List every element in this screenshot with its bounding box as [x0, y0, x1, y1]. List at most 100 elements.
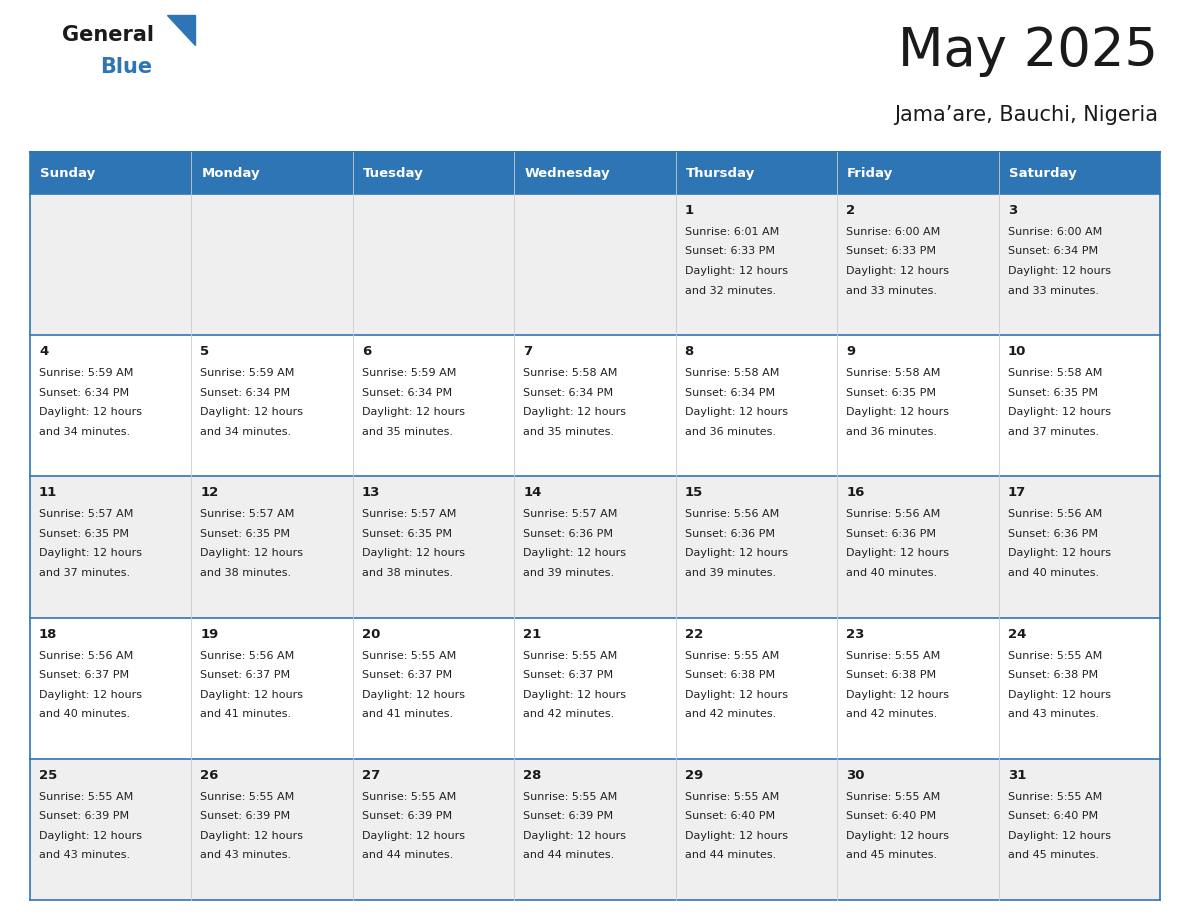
Bar [30, 759, 1159, 900]
Text: 2: 2 [846, 204, 855, 217]
Text: Sunset: 6:34 PM: Sunset: 6:34 PM [39, 387, 129, 397]
Bar [30, 194, 1159, 335]
Text: Sunrise: 5:59 AM: Sunrise: 5:59 AM [39, 368, 133, 378]
Bar [30, 476, 1159, 618]
Text: Sunset: 6:38 PM: Sunset: 6:38 PM [684, 670, 775, 680]
Text: Daylight: 12 hours: Daylight: 12 hours [201, 548, 303, 558]
Text: Sunset: 6:37 PM: Sunset: 6:37 PM [362, 670, 451, 680]
Text: and 38 minutes.: and 38 minutes. [362, 568, 453, 578]
Text: 20: 20 [362, 628, 380, 641]
Text: Sunset: 6:35 PM: Sunset: 6:35 PM [201, 529, 290, 539]
Text: Daylight: 12 hours: Daylight: 12 hours [201, 689, 303, 700]
Text: and 37 minutes.: and 37 minutes. [1007, 427, 1099, 437]
Text: Daylight: 12 hours: Daylight: 12 hours [684, 831, 788, 841]
Text: and 45 minutes.: and 45 minutes. [1007, 850, 1099, 860]
Text: Blue: Blue [100, 57, 152, 77]
Text: Daylight: 12 hours: Daylight: 12 hours [362, 408, 465, 417]
Text: Sunset: 6:34 PM: Sunset: 6:34 PM [362, 387, 451, 397]
Text: 31: 31 [1007, 768, 1026, 782]
Text: and 37 minutes.: and 37 minutes. [39, 568, 131, 578]
Text: Sunset: 6:39 PM: Sunset: 6:39 PM [201, 812, 291, 822]
Text: Sunrise: 5:55 AM: Sunrise: 5:55 AM [523, 651, 618, 661]
Text: Daylight: 12 hours: Daylight: 12 hours [201, 831, 303, 841]
Text: 11: 11 [39, 487, 57, 499]
Text: 9: 9 [846, 345, 855, 358]
Text: and 32 minutes.: and 32 minutes. [684, 285, 776, 296]
Text: Daylight: 12 hours: Daylight: 12 hours [684, 548, 788, 558]
Text: and 35 minutes.: and 35 minutes. [523, 427, 614, 437]
Text: May 2025: May 2025 [898, 25, 1158, 77]
Text: and 39 minutes.: and 39 minutes. [684, 568, 776, 578]
Text: Sunday: Sunday [40, 166, 95, 180]
Text: 27: 27 [362, 768, 380, 782]
Text: Sunset: 6:33 PM: Sunset: 6:33 PM [846, 247, 936, 256]
Text: Sunrise: 5:55 AM: Sunrise: 5:55 AM [684, 792, 779, 801]
Text: Daylight: 12 hours: Daylight: 12 hours [1007, 548, 1111, 558]
Text: Sunrise: 6:00 AM: Sunrise: 6:00 AM [1007, 227, 1101, 237]
Text: 6: 6 [362, 345, 371, 358]
Text: Sunset: 6:40 PM: Sunset: 6:40 PM [846, 812, 936, 822]
Text: and 43 minutes.: and 43 minutes. [39, 850, 131, 860]
Text: 1: 1 [684, 204, 694, 217]
Text: and 41 minutes.: and 41 minutes. [201, 709, 291, 719]
Text: and 44 minutes.: and 44 minutes. [523, 850, 614, 860]
Text: Daylight: 12 hours: Daylight: 12 hours [39, 408, 143, 417]
Text: Sunrise: 5:55 AM: Sunrise: 5:55 AM [523, 792, 618, 801]
Text: and 36 minutes.: and 36 minutes. [684, 427, 776, 437]
Text: Sunrise: 5:55 AM: Sunrise: 5:55 AM [1007, 651, 1101, 661]
Text: Daylight: 12 hours: Daylight: 12 hours [684, 266, 788, 276]
Text: and 44 minutes.: and 44 minutes. [362, 850, 453, 860]
Text: Daylight: 12 hours: Daylight: 12 hours [846, 548, 949, 558]
Text: Sunrise: 6:01 AM: Sunrise: 6:01 AM [684, 227, 779, 237]
Text: Sunrise: 5:55 AM: Sunrise: 5:55 AM [846, 792, 941, 801]
Text: Sunset: 6:39 PM: Sunset: 6:39 PM [39, 812, 129, 822]
Text: 23: 23 [846, 628, 865, 641]
Text: Sunset: 6:37 PM: Sunset: 6:37 PM [201, 670, 291, 680]
Text: Daylight: 12 hours: Daylight: 12 hours [523, 689, 626, 700]
Text: and 34 minutes.: and 34 minutes. [201, 427, 291, 437]
Text: 16: 16 [846, 487, 865, 499]
Text: 3: 3 [1007, 204, 1017, 217]
Text: Daylight: 12 hours: Daylight: 12 hours [523, 408, 626, 417]
Text: Daylight: 12 hours: Daylight: 12 hours [39, 831, 143, 841]
Text: Sunrise: 5:58 AM: Sunrise: 5:58 AM [846, 368, 941, 378]
Text: and 40 minutes.: and 40 minutes. [1007, 568, 1099, 578]
Text: Sunset: 6:33 PM: Sunset: 6:33 PM [684, 247, 775, 256]
Text: and 34 minutes.: and 34 minutes. [39, 427, 131, 437]
Text: Sunrise: 5:58 AM: Sunrise: 5:58 AM [523, 368, 618, 378]
Text: 10: 10 [1007, 345, 1026, 358]
Text: Daylight: 12 hours: Daylight: 12 hours [1007, 831, 1111, 841]
Text: Daylight: 12 hours: Daylight: 12 hours [362, 831, 465, 841]
Text: Sunrise: 5:56 AM: Sunrise: 5:56 AM [1007, 509, 1101, 520]
Text: Daylight: 12 hours: Daylight: 12 hours [684, 689, 788, 700]
Text: Sunset: 6:37 PM: Sunset: 6:37 PM [39, 670, 129, 680]
Text: Sunset: 6:36 PM: Sunset: 6:36 PM [846, 529, 936, 539]
Text: Sunrise: 5:56 AM: Sunrise: 5:56 AM [684, 509, 779, 520]
Text: Sunrise: 5:57 AM: Sunrise: 5:57 AM [362, 509, 456, 520]
Text: Daylight: 12 hours: Daylight: 12 hours [846, 266, 949, 276]
Text: 24: 24 [1007, 628, 1026, 641]
Text: Jama’are, Bauchi, Nigeria: Jama’are, Bauchi, Nigeria [895, 105, 1158, 125]
Text: Sunrise: 5:57 AM: Sunrise: 5:57 AM [523, 509, 618, 520]
Text: Sunset: 6:35 PM: Sunset: 6:35 PM [1007, 387, 1098, 397]
Bar [30, 618, 1159, 759]
Text: Tuesday: Tuesday [362, 166, 424, 180]
Text: Sunset: 6:40 PM: Sunset: 6:40 PM [1007, 812, 1098, 822]
Text: and 33 minutes.: and 33 minutes. [1007, 285, 1099, 296]
Text: Sunrise: 5:58 AM: Sunrise: 5:58 AM [684, 368, 779, 378]
Text: 14: 14 [523, 487, 542, 499]
Text: Sunset: 6:35 PM: Sunset: 6:35 PM [39, 529, 129, 539]
Text: Sunset: 6:36 PM: Sunset: 6:36 PM [523, 529, 613, 539]
Text: and 38 minutes.: and 38 minutes. [201, 568, 291, 578]
Text: Sunrise: 5:55 AM: Sunrise: 5:55 AM [39, 792, 133, 801]
Text: and 42 minutes.: and 42 minutes. [684, 709, 776, 719]
Text: 29: 29 [684, 768, 703, 782]
Text: and 45 minutes.: and 45 minutes. [846, 850, 937, 860]
Text: Sunset: 6:35 PM: Sunset: 6:35 PM [362, 529, 451, 539]
Text: 21: 21 [523, 628, 542, 641]
Text: 18: 18 [39, 628, 57, 641]
Text: Friday: Friday [847, 166, 893, 180]
Text: Sunrise: 5:56 AM: Sunrise: 5:56 AM [39, 651, 133, 661]
Text: and 44 minutes.: and 44 minutes. [684, 850, 776, 860]
Text: Sunrise: 5:55 AM: Sunrise: 5:55 AM [846, 651, 941, 661]
